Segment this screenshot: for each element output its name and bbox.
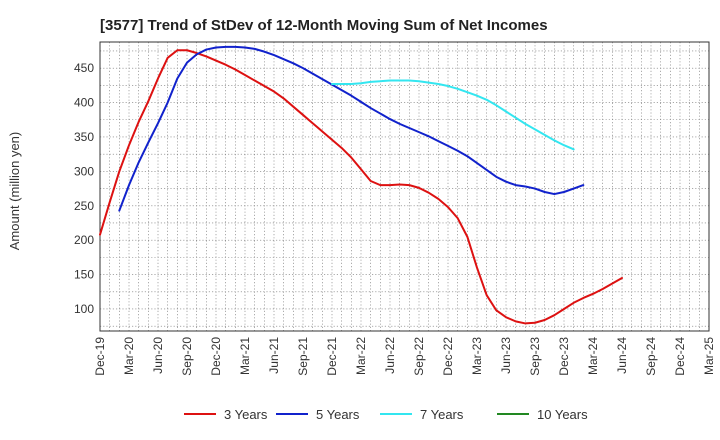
y-tick-label: 400 [74,96,94,110]
x-tick-label: Dec-24 [673,337,687,376]
x-tick-label: Mar-25 [702,337,716,375]
chart-title: [3577] Trend of StDev of 12-Month Moving… [100,17,548,34]
series-line-5-years [118,45,585,212]
x-tick-label: Dec-19 [93,337,107,376]
x-tick-label: Mar-23 [470,337,484,375]
legend-label: 7 Years [420,407,464,422]
y-tick-label: 350 [74,130,94,144]
y-tick-label: 250 [74,199,94,213]
plot-area: 100 150 200 250 300 350 400 450 Dec-19 Mar-20 Jun-… [74,41,716,376]
plot-frame [99,41,710,332]
y-tick-label: 200 [74,233,94,247]
x-tick-label: Sep-20 [180,337,194,376]
y-tick-label: 450 [74,61,94,75]
series-line-3-years [99,49,623,325]
x-tick-label: Sep-24 [644,337,658,376]
x-tick-label: Jun-23 [499,337,513,374]
legend-label: 3 Years [224,407,268,422]
legend: 3 Years 5 Years 7 Years 10 Years [184,407,588,422]
plot-background [100,42,709,331]
legend-label: 5 Years [316,407,360,422]
x-tick-label: Dec-20 [209,337,223,376]
x-tick-label: Jun-22 [383,337,397,374]
y-tick-label: 300 [74,164,94,178]
x-tick-label: Jun-24 [615,337,629,374]
x-tick-label: Jun-20 [151,337,165,374]
x-tick-label: Jun-21 [267,337,281,374]
y-tick-label: 150 [74,268,94,282]
x-tick-label: Sep-22 [412,337,426,376]
x-tick-label: Mar-24 [586,337,600,375]
series-line-7-years [331,79,575,151]
y-axis-label: Amount (million yen) [7,132,22,251]
x-tick-label: Mar-20 [122,337,136,375]
x-tick-label: Dec-23 [557,337,571,376]
x-tick-label: Dec-21 [325,337,339,376]
x-tick-label: Sep-23 [528,337,542,376]
legend-label: 10 Years [537,407,588,422]
x-tick-label: Mar-22 [354,337,368,375]
x-tick-label: Sep-21 [296,337,310,376]
y-tick-label: 100 [74,302,94,316]
x-tick-label: Dec-22 [441,337,455,376]
x-tick-label: Mar-21 [238,337,252,375]
